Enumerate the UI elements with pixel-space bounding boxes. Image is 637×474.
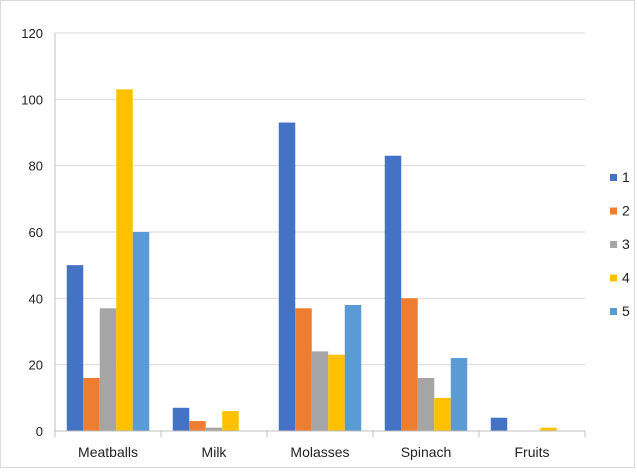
bar-spinach-series-5 <box>450 358 468 431</box>
bar-molasses-series-2 <box>295 308 312 431</box>
legend-label: 3 <box>622 236 630 252</box>
y-tick-label: 0 <box>36 424 43 439</box>
x-tick-label: Meatballs <box>78 444 138 460</box>
legend-label: 5 <box>622 303 630 319</box>
legend-label: 4 <box>622 270 630 286</box>
x-tick-label: Molasses <box>290 444 349 460</box>
bar-spinach-series-3 <box>417 377 435 431</box>
bar-meatballs-series-1 <box>66 265 84 431</box>
y-tick-label: 40 <box>29 291 43 306</box>
axes: 0 20 40 60 80 100 120 Meatballs Milk Molasses Spin… <box>21 26 586 460</box>
y-tick-label: 60 <box>29 225 43 240</box>
bar-milk-series-4 <box>222 411 239 431</box>
bar-meatballs-series-4 <box>116 89 133 431</box>
bar-molasses-series-3 <box>311 351 329 431</box>
bar-meatballs-series-3 <box>99 308 117 431</box>
legend-swatch-3 <box>610 241 617 248</box>
bar-molasses-series-4 <box>328 354 345 431</box>
legend-swatch-1 <box>610 174 617 181</box>
legend-label: 1 <box>622 169 630 185</box>
y-tick-label: 80 <box>29 159 43 174</box>
bar-fruits-series-4 <box>540 427 557 431</box>
legend-label: 2 <box>622 203 630 219</box>
bar-spinach-series-2 <box>401 298 418 431</box>
bar-spinach-series-4 <box>434 397 451 431</box>
x-tick-label: Spinach <box>401 444 452 460</box>
bar-molasses-series-1 <box>278 122 296 432</box>
legend-swatch-5 <box>610 308 617 315</box>
bar-spinach-series-1 <box>384 155 402 431</box>
y-tick-label: 100 <box>21 92 43 107</box>
legend: 1 2 3 4 5 <box>610 169 630 319</box>
y-tick-label: 120 <box>21 26 43 41</box>
bar-milk-series-1 <box>172 407 190 431</box>
bar-meatballs-series-2 <box>83 377 100 431</box>
x-tick-label: Fruits <box>515 444 550 460</box>
legend-swatch-4 <box>610 274 617 282</box>
y-tick-label: 20 <box>29 358 43 373</box>
bar-molasses-series-5 <box>344 304 362 431</box>
x-tick-label: Milk <box>202 444 228 460</box>
bar-meatballs-series-5 <box>132 232 150 431</box>
bars <box>66 89 557 432</box>
legend-swatch-2 <box>610 207 617 215</box>
bar-milk-series-2 <box>189 421 206 431</box>
bar-fruits-series-1 <box>490 417 508 431</box>
bar-milk-series-3 <box>205 427 223 431</box>
